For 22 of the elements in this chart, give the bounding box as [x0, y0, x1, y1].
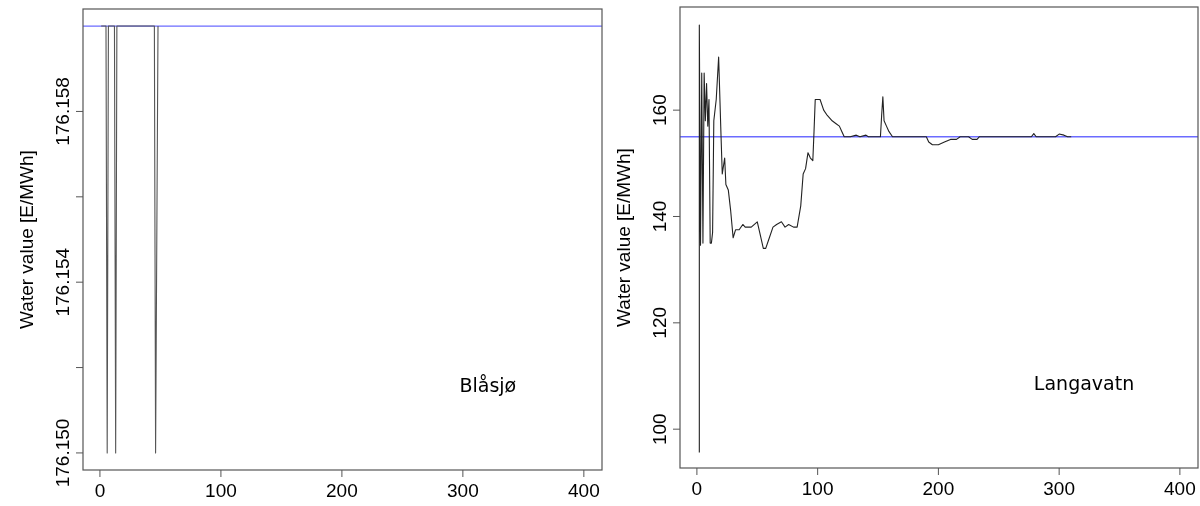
y-axis-title: Water value [E/MWh]	[16, 150, 37, 329]
y-tick-label: 160	[649, 94, 670, 126]
annotation: Blåsjø	[459, 373, 517, 396]
y-axis-title: Water value [E/MWh]	[613, 148, 634, 327]
x-tick-label: 200	[326, 480, 358, 501]
x-tick-label: 100	[205, 480, 237, 501]
x-tick-label: 400	[568, 480, 600, 501]
y-tick-label: 176.154	[52, 247, 73, 317]
y-tick-label: 140	[649, 200, 670, 233]
x-tick-label: 400	[1164, 478, 1196, 499]
annotation: Langavatn	[1033, 371, 1135, 394]
y-tick-label: 120	[649, 306, 670, 339]
x-tick-label: 200	[922, 478, 955, 499]
y-tick-label: 100	[649, 413, 670, 446]
y-tick-label: 176.150	[52, 418, 73, 488]
x-tick-label: 300	[447, 480, 479, 501]
x-tick-label: 300	[1043, 478, 1075, 499]
x-tick-label: 0	[691, 478, 703, 499]
line-series	[100, 25, 159, 454]
x-tick-label: 0	[94, 480, 106, 501]
y-tick-label: 176.158	[52, 77, 73, 146]
x-tick-label: 100	[801, 478, 834, 499]
